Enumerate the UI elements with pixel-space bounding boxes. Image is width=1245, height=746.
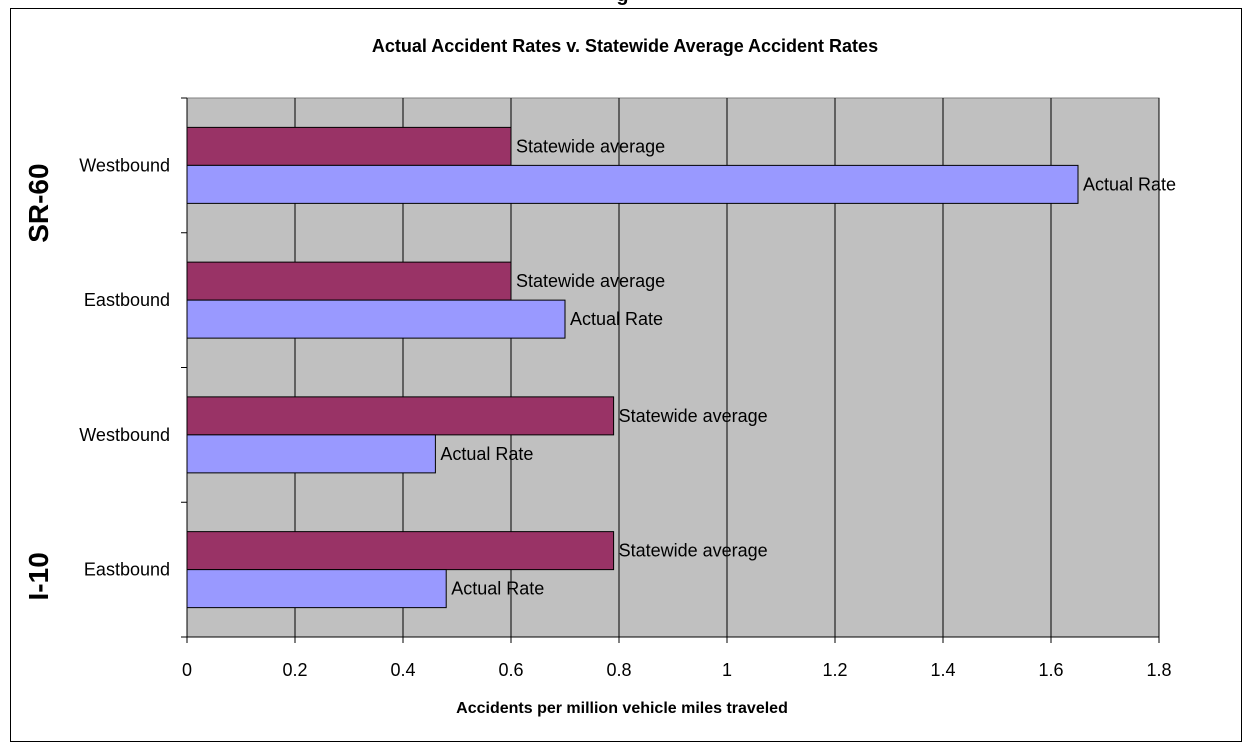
- data-label: Statewide average: [516, 136, 665, 156]
- chart-title: Actual Accident Rates v. Statewide Avera…: [372, 36, 878, 56]
- category-label: Westbound: [79, 425, 170, 445]
- category-label: Westbound: [79, 155, 170, 175]
- data-label: Actual Rate: [1083, 174, 1176, 194]
- bar: [186, 299, 566, 339]
- bar: [186, 434, 436, 474]
- bar: [186, 261, 512, 301]
- bar: [186, 531, 615, 571]
- bar: [186, 164, 1079, 204]
- x-tick-label: 1: [722, 660, 732, 680]
- plot-area: 0 0.2 0.4 0.6 0.8 1 1.2 1.4 1.6 1.8 Westbound Eastb…: [23, 97, 1176, 680]
- bar: [186, 396, 615, 436]
- x-tick-label: 1.6: [1038, 660, 1063, 680]
- category-label: Eastbound: [84, 290, 170, 310]
- x-tick-label: 1.2: [822, 660, 847, 680]
- bar: [186, 569, 447, 609]
- x-tick-label: 0: [182, 660, 192, 680]
- x-tick-label: 1.4: [930, 660, 955, 680]
- data-label: Actual Rate: [570, 309, 663, 329]
- x-tick-label: 1.8: [1146, 660, 1171, 680]
- top-caption: g: [0, 0, 1245, 7]
- data-label: Statewide average: [619, 406, 768, 426]
- data-label: Actual Rate: [440, 444, 533, 464]
- data-label: Statewide average: [516, 271, 665, 291]
- data-label: Actual Rate: [451, 579, 544, 599]
- x-tick-label: 0.2: [282, 660, 307, 680]
- bar: [186, 126, 512, 166]
- x-tick-label: 0.6: [498, 660, 523, 680]
- category-label: Eastbound: [84, 560, 170, 580]
- x-tick-label: 0.8: [606, 660, 631, 680]
- group-label: I-10: [23, 552, 54, 600]
- group-label: SR-60: [23, 163, 54, 242]
- x-axis-title: Accidents per million vehicle miles trav…: [456, 700, 788, 717]
- data-label: Statewide average: [619, 541, 768, 561]
- x-tick-label: 0.4: [390, 660, 415, 680]
